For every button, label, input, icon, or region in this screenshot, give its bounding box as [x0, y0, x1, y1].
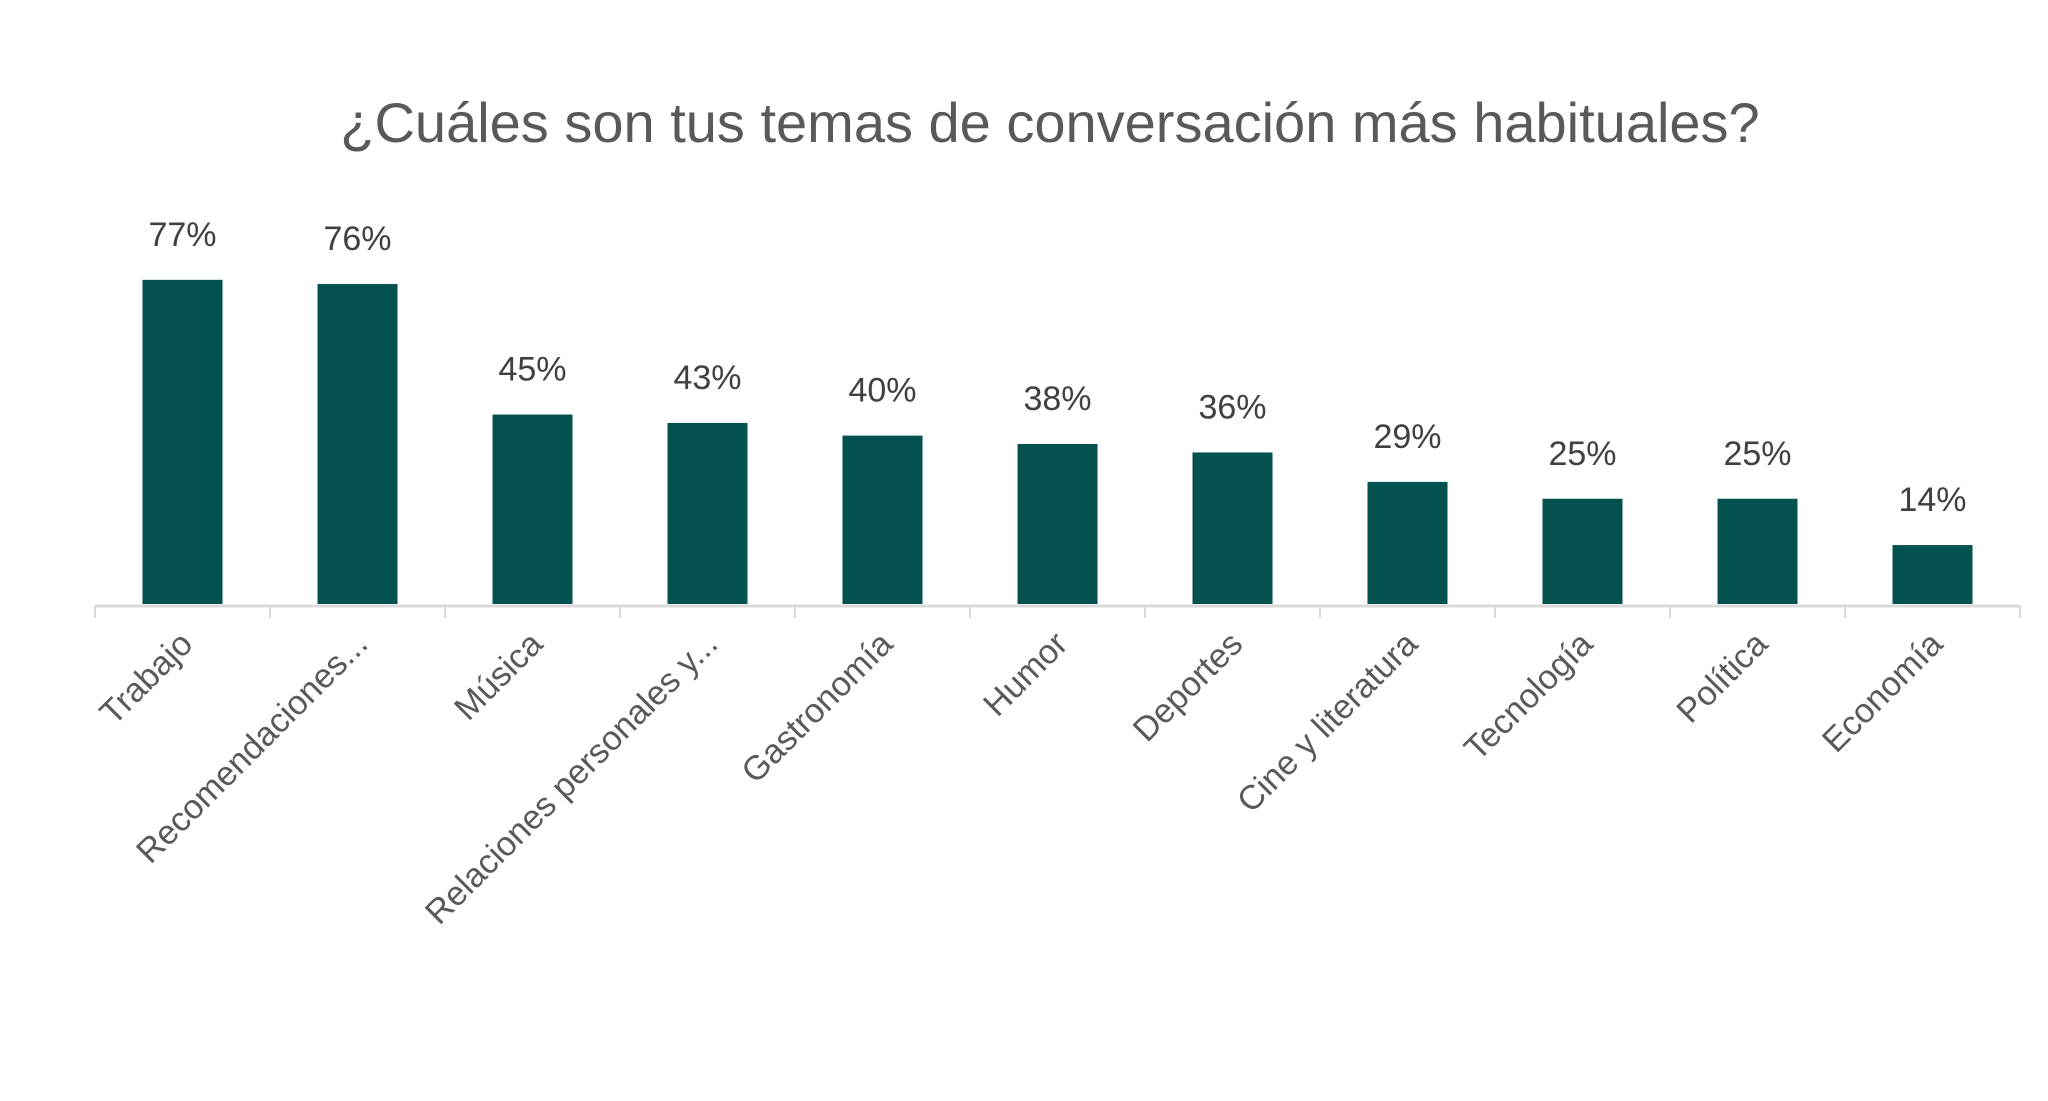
data-label: 40% [848, 372, 916, 410]
category-label: Economía [1815, 625, 1950, 760]
category-label: Relaciones personales y... [418, 625, 725, 932]
bar [1717, 498, 1798, 604]
data-label: 14% [1898, 481, 1966, 519]
bar [667, 422, 748, 604]
bar [492, 414, 573, 604]
bar [1542, 498, 1623, 604]
bar [842, 435, 923, 604]
data-label: 29% [1373, 418, 1441, 456]
category-label: Tecnología [1457, 625, 1600, 768]
category-label: Deportes [1126, 625, 1250, 749]
data-label: 38% [1023, 380, 1091, 418]
bar [142, 279, 223, 604]
category-label: Cine y literatura [1230, 625, 1425, 820]
category-label: Política [1669, 625, 1775, 731]
data-label: 25% [1723, 435, 1791, 473]
bar [1192, 452, 1273, 604]
data-label: 45% [498, 351, 566, 389]
data-label: 25% [1548, 435, 1616, 473]
category-label: Humor [976, 625, 1075, 724]
bar [1367, 481, 1448, 604]
bar [1892, 545, 1973, 604]
category-label: Gastronomía [734, 625, 900, 791]
data-label: 76% [323, 220, 391, 258]
category-label: Trabajo [93, 625, 201, 733]
bar [317, 284, 398, 604]
category-label: Música [447, 625, 550, 728]
bar [1017, 444, 1098, 604]
data-label: 43% [673, 359, 741, 397]
chart-title: ¿Cuáles son tus temas de conversación má… [340, 91, 1759, 154]
data-label: 36% [1198, 388, 1266, 426]
data-label: 77% [148, 216, 216, 254]
